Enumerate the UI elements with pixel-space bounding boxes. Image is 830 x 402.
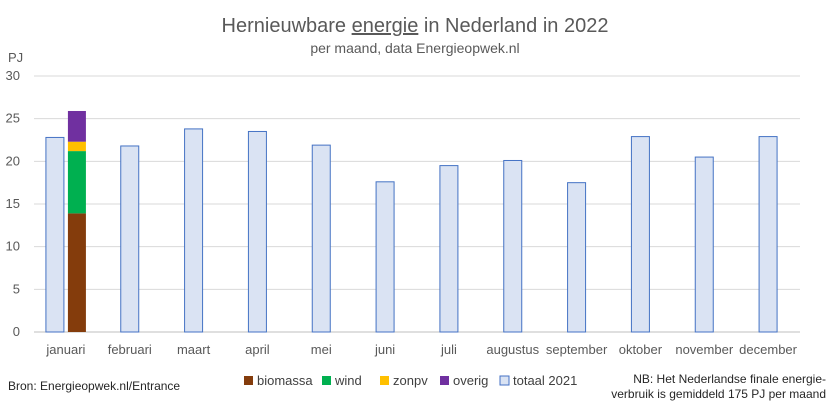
bar-totaal-2021 (247, 130, 267, 333)
bar-segment-biomassa (67, 213, 86, 332)
y-tick-label: 25 (6, 111, 20, 126)
legend: biomassa wind zonpv overig totaal 2021 (244, 373, 577, 388)
x-tick-label: oktober (619, 342, 663, 357)
bar-totaal-2021 (758, 136, 778, 333)
chart-title: Hernieuwbare energie in Nederland in 202… (222, 15, 609, 37)
x-tick-label: mei (311, 342, 332, 357)
x-tick-label: september (546, 342, 608, 357)
legend-swatch-zonpv (380, 376, 389, 385)
footnote-line-2: verbruik is gemiddeld 175 PJ per maand (611, 387, 826, 401)
bar-totaal-2021 (503, 159, 523, 333)
bar-totaal-2021 (630, 136, 650, 333)
legend-label-zonpv: zonpv (393, 373, 428, 388)
bar-layer (45, 110, 778, 333)
x-tick-label: juni (374, 342, 395, 357)
x-tick-label: januari (45, 342, 85, 357)
x-tick-label: februari (108, 342, 152, 357)
y-tick-label: 30 (6, 68, 20, 83)
bar-totaal-2021 (567, 182, 587, 333)
chart-subtitle: per maand, data Energieopwek.nl (310, 40, 519, 56)
x-tick-layer: januari februari maart april mei juni juli augu… (45, 342, 797, 357)
legend-swatch-biomassa (244, 376, 253, 385)
legend-label-totaal-2021: totaal 2021 (513, 373, 577, 388)
legend-label-biomassa: biomassa (257, 373, 313, 388)
bar-totaal-2021 (120, 145, 140, 333)
x-tick-label: november (675, 342, 733, 357)
chart-title-part-1: Hernieuwbare (222, 15, 352, 37)
bar-totaal-2021 (694, 156, 714, 333)
y-tick-label: 20 (6, 153, 20, 168)
chart-title-part-2: energie (352, 15, 419, 37)
legend-label-overig: overig (453, 373, 488, 388)
y-tick-layer: 0 5 10 15 20 25 30 (6, 68, 20, 339)
y-tick-label: 15 (6, 196, 20, 211)
legend-swatch-wind (322, 376, 331, 385)
bar-totaal-2021 (439, 165, 459, 333)
y-tick-label: 5 (13, 281, 20, 296)
legend-label-wind: wind (334, 373, 362, 388)
chart-title-part-3: in Nederland in 2022 (418, 15, 608, 37)
bar-segment-wind (67, 151, 86, 214)
x-tick-label: juli (440, 342, 457, 357)
x-tick-label: april (245, 342, 270, 357)
x-tick-label: augustus (486, 342, 539, 357)
bar-segment-zonpv (67, 141, 86, 152)
y-axis-label: PJ (8, 50, 23, 65)
bar-totaal-2021 (184, 128, 204, 333)
bar-totaal-2021 (311, 144, 331, 333)
bar-totaal-2021 (375, 181, 395, 333)
legend-swatch-totaal-2021 (499, 375, 510, 386)
source-note: Bron: Energieopwek.nl/Entrance (8, 379, 180, 393)
bar-totaal-2021 (45, 136, 65, 333)
bar-segment-overig (67, 110, 86, 142)
x-tick-label: december (739, 342, 797, 357)
x-tick-label: maart (177, 342, 211, 357)
y-tick-label: 10 (6, 239, 20, 254)
footnote-line-1: NB: Het Nederlandse finale energie- (633, 372, 826, 386)
y-tick-label: 0 (13, 324, 20, 339)
grid-layer (34, 75, 800, 333)
legend-swatch-overig (440, 376, 449, 385)
